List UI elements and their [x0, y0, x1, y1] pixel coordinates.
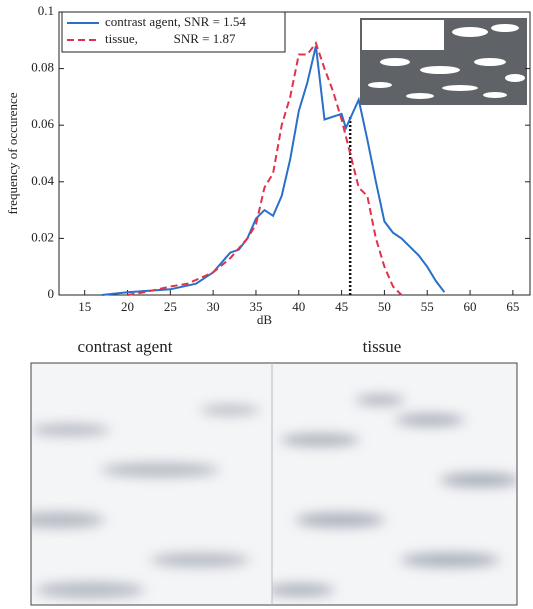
y-tick-label: 0	[48, 286, 55, 301]
speckle-right	[272, 395, 517, 596]
legend-label: contrast agent, SNR = 1.54	[105, 14, 246, 29]
x-tick-label: 40	[292, 299, 305, 314]
y-axis-label: frequency of occurence	[5, 92, 20, 214]
image-label: tissue	[363, 337, 402, 356]
y-tick-label: 0.02	[31, 229, 54, 244]
x-tick-label: 25	[164, 299, 177, 314]
x-tick-label: 45	[335, 299, 348, 314]
ultrasound-image	[30, 362, 518, 606]
inset-blobs	[362, 20, 525, 99]
y-tick-label: 0.04	[31, 173, 54, 188]
x-axis-label: dB	[257, 312, 273, 327]
x-tick-label: 55	[421, 299, 434, 314]
legend-label: tissue, SNR = 1.87	[105, 31, 236, 46]
x-tick-label: 60	[464, 299, 477, 314]
legend-box	[61, 11, 286, 53]
x-tick-label: 20	[121, 299, 134, 314]
image-label: contrast agent	[78, 337, 173, 356]
x-tick-label: 35	[249, 299, 262, 314]
x-tick-label: 15	[78, 299, 91, 314]
y-tick-label: 0.08	[31, 60, 54, 75]
x-tick-label: 30	[207, 299, 220, 314]
plot-frame	[58, 11, 531, 296]
y-tick-label: 0.06	[31, 116, 54, 131]
y-tick-label: 0.1	[38, 3, 54, 18]
speckle-left	[31, 405, 260, 598]
data-line	[127, 40, 403, 296]
x-tick-label: 65	[506, 299, 519, 314]
x-tick-label: 50	[378, 299, 391, 314]
